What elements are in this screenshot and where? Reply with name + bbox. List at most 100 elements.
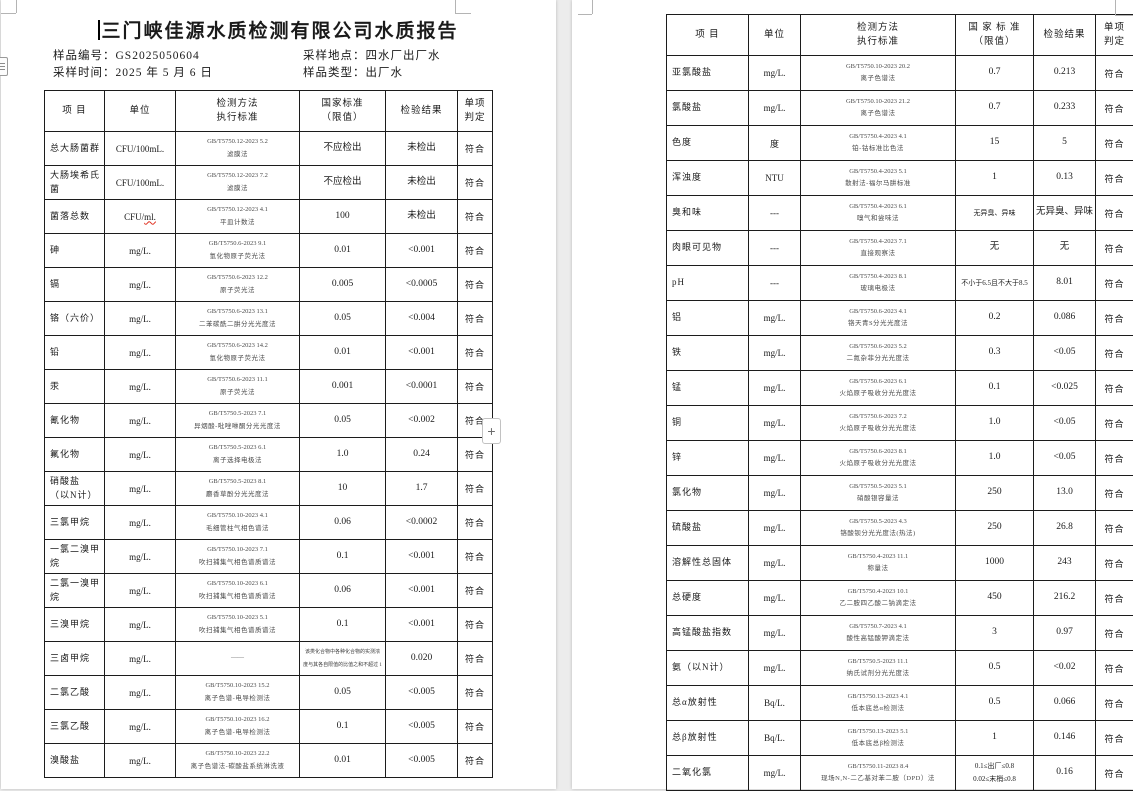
judgment-cell[interactable]: 符合: [458, 710, 493, 744]
parameter-name-cell[interactable]: 氟化物: [45, 438, 105, 472]
method-cell[interactable]: GB/T5750.10-2023 15.2 离子色谱-电导检测法: [176, 676, 300, 710]
col-header-unit[interactable]: 单位: [105, 91, 176, 132]
unit-cell[interactable]: mg/L.: [749, 616, 801, 651]
sample-type[interactable]: 样品类型：出厂水: [303, 65, 513, 82]
result-cell[interactable]: <0.001: [386, 336, 458, 370]
judgment-cell[interactable]: 符合: [458, 472, 493, 506]
parameter-name-cell[interactable]: pH: [667, 266, 749, 301]
unit-cell[interactable]: mg/L.: [105, 710, 176, 744]
limit-cell[interactable]: 0.005: [300, 268, 386, 302]
judgment-cell[interactable]: 符合: [1096, 336, 1133, 371]
limit-cell[interactable]: 0.5: [956, 651, 1034, 686]
limit-cell[interactable]: 3: [956, 616, 1034, 651]
result-cell[interactable]: <0.002: [386, 404, 458, 438]
limit-cell[interactable]: 该类化合物中各种化合物的实测浓度与其各自限值的比值之和不超过 1: [300, 642, 386, 676]
method-cell[interactable]: GB/T5750.10-2023 20.2 离子色谱法: [801, 56, 956, 91]
parameter-name-cell[interactable]: 铜: [667, 406, 749, 441]
unit-cell[interactable]: mg/L.: [749, 511, 801, 546]
judgment-cell[interactable]: 符合: [1096, 616, 1133, 651]
unit-cell[interactable]: mg/L.: [105, 268, 176, 302]
col-header-method[interactable]: 检测方法 执行标准: [801, 15, 956, 56]
result-cell[interactable]: <0.02: [1034, 651, 1096, 686]
col-header-judgment[interactable]: 单项 判定: [458, 91, 493, 132]
result-cell[interactable]: 未检出: [386, 132, 458, 166]
parameter-name-cell[interactable]: 三氯乙酸: [45, 710, 105, 744]
parameter-name-cell[interactable]: 肉眼可见物: [667, 231, 749, 266]
judgment-cell[interactable]: 符合: [458, 268, 493, 302]
method-cell[interactable]: GB/T5750.6-2023 11.1 原子荧光法: [176, 370, 300, 404]
method-cell[interactable]: GB/T5750.13-2023 5.1 低本底总β检测法: [801, 721, 956, 756]
judgment-cell[interactable]: 符合: [458, 302, 493, 336]
parameter-name-cell[interactable]: 汞: [45, 370, 105, 404]
parameter-name-cell[interactable]: 一氯二溴甲烷: [45, 540, 105, 574]
method-cell[interactable]: GB/T5750.6-2023 13.1 二苯碳酰二肼分光光度法: [176, 302, 300, 336]
unit-cell[interactable]: mg/L.: [749, 476, 801, 511]
limit-cell[interactable]: 0.01: [300, 744, 386, 778]
col-header-result[interactable]: 检验结果: [1034, 15, 1096, 56]
result-cell[interactable]: 216.2: [1034, 581, 1096, 616]
unit-cell[interactable]: Bq/L.: [749, 686, 801, 721]
judgment-cell[interactable]: 符合: [1096, 476, 1133, 511]
limit-cell[interactable]: 0.05: [300, 676, 386, 710]
limit-cell[interactable]: 0.7: [956, 56, 1034, 91]
col-header-result[interactable]: 检验结果: [386, 91, 458, 132]
parameter-name-cell[interactable]: 亚氯酸盐: [667, 56, 749, 91]
limit-cell[interactable]: 100: [300, 200, 386, 234]
parameter-name-cell[interactable]: 铅: [45, 336, 105, 370]
unit-cell[interactable]: mg/L.: [749, 651, 801, 686]
unit-cell[interactable]: mg/L.: [749, 441, 801, 476]
result-cell[interactable]: 未检出: [386, 166, 458, 200]
judgment-cell[interactable]: 符合: [458, 676, 493, 710]
unit-cell[interactable]: mg/L.: [105, 608, 176, 642]
col-header-judgment[interactable]: 单项 判定: [1096, 15, 1133, 56]
limit-cell[interactable]: 0.05: [300, 302, 386, 336]
result-cell[interactable]: 5: [1034, 126, 1096, 161]
result-cell[interactable]: <0.05: [1034, 441, 1096, 476]
unit-cell[interactable]: mg/L.: [105, 744, 176, 778]
method-cell[interactable]: GB/T5750.4-2023 8.1 玻璃电极法: [801, 266, 956, 301]
limit-cell[interactable]: 1.0: [956, 441, 1034, 476]
unit-cell[interactable]: CFU/ml.: [105, 200, 176, 234]
judgment-cell[interactable]: 符合: [458, 540, 493, 574]
judgment-cell[interactable]: 符合: [1096, 406, 1133, 441]
unit-cell[interactable]: mg/L.: [749, 371, 801, 406]
limit-cell[interactable]: 450: [956, 581, 1034, 616]
judgment-cell[interactable]: 符合: [1096, 196, 1133, 231]
judgment-cell[interactable]: 符合: [1096, 266, 1133, 301]
limit-cell[interactable]: 1: [956, 721, 1034, 756]
parameter-name-cell[interactable]: 色度: [667, 126, 749, 161]
method-cell[interactable]: GB/T5750.6-2023 6.1 火焰原子吸收分光光度法: [801, 371, 956, 406]
method-cell[interactable]: GB/T5750.6-2023 8.1 火焰原子吸收分光光度法: [801, 441, 956, 476]
limit-cell[interactable]: 1.0: [956, 406, 1034, 441]
judgment-cell[interactable]: 符合: [1096, 686, 1133, 721]
parameter-name-cell[interactable]: 氨（以N计）: [667, 651, 749, 686]
method-cell[interactable]: GB/T5750.7-2023 4.1 酸性高锰酸钾滴定法: [801, 616, 956, 651]
limit-cell[interactable]: 0.1≤出厂≤0.8 0.02≤末梢≤0.8: [956, 756, 1034, 791]
limit-cell[interactable]: 1: [956, 161, 1034, 196]
result-cell[interactable]: 0.066: [1034, 686, 1096, 721]
method-cell[interactable]: GB/T5750.12-2023 7.2 滤膜法: [176, 166, 300, 200]
unit-cell[interactable]: mg/L.: [749, 56, 801, 91]
judgment-cell[interactable]: 符合: [1096, 756, 1133, 791]
col-header-item[interactable]: 项 目: [667, 15, 749, 56]
col-header-limit[interactable]: 国 家 标 准 （限值）: [956, 15, 1034, 56]
unit-cell[interactable]: mg/L.: [105, 234, 176, 268]
parameter-name-cell[interactable]: 铁: [667, 336, 749, 371]
parameter-name-cell[interactable]: 二氧化氯: [667, 756, 749, 791]
judgment-cell[interactable]: 符合: [458, 234, 493, 268]
limit-cell[interactable]: 1000: [956, 546, 1034, 581]
judgment-cell[interactable]: 符合: [1096, 441, 1133, 476]
limit-cell[interactable]: 0.2: [956, 301, 1034, 336]
limit-cell[interactable]: 15: [956, 126, 1034, 161]
unit-cell[interactable]: mg/L.: [105, 642, 176, 676]
judgment-cell[interactable]: 符合: [458, 200, 493, 234]
limit-cell[interactable]: 0.05: [300, 404, 386, 438]
parameter-name-cell[interactable]: 铝: [667, 301, 749, 336]
sample-number[interactable]: 样品编号：GS2025050604: [53, 48, 303, 65]
method-cell[interactable]: GB/T5750.5-2023 7.1 异烟酸-吡唑啉酮分光光度法: [176, 404, 300, 438]
method-cell[interactable]: GB/T5750.6-2023 12.2 原子荧光法: [176, 268, 300, 302]
col-header-limit[interactable]: 国家标准 （限值）: [300, 91, 386, 132]
result-cell[interactable]: <0.004: [386, 302, 458, 336]
result-cell[interactable]: <0.005: [386, 744, 458, 778]
parameter-name-cell[interactable]: 总大肠菌群: [45, 132, 105, 166]
